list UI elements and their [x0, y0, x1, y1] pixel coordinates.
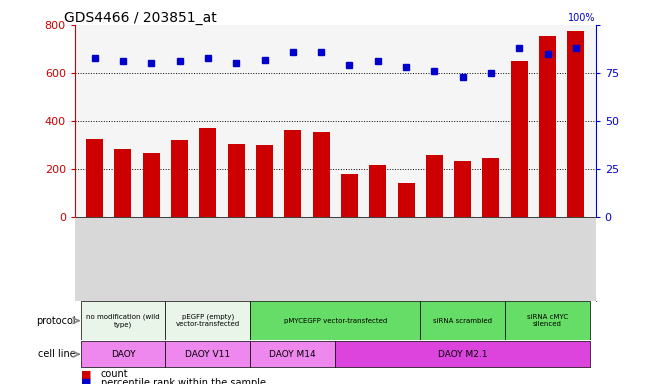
Text: DAOY V11: DAOY V11 — [186, 350, 230, 359]
Bar — [251, 341, 335, 367]
Text: DAOY: DAOY — [111, 350, 135, 359]
Bar — [539, 36, 556, 217]
Bar — [165, 341, 251, 367]
Bar — [81, 341, 165, 367]
Text: percentile rank within the sample: percentile rank within the sample — [101, 378, 266, 384]
Text: siRNA scrambled: siRNA scrambled — [433, 318, 492, 324]
Bar — [115, 149, 132, 217]
Bar — [335, 341, 590, 367]
Text: count: count — [101, 369, 128, 379]
Bar — [228, 144, 245, 217]
Text: GDS4466 / 203851_at: GDS4466 / 203851_at — [64, 11, 217, 25]
Bar — [312, 132, 329, 217]
Bar — [341, 174, 358, 217]
Bar — [199, 128, 216, 217]
Bar — [256, 145, 273, 217]
Bar — [86, 139, 103, 217]
Text: ■: ■ — [81, 369, 92, 379]
Bar — [454, 161, 471, 217]
Bar — [511, 61, 528, 217]
Text: ■: ■ — [81, 378, 92, 384]
Bar — [568, 31, 585, 217]
Bar — [420, 301, 505, 340]
Bar — [81, 301, 165, 340]
Bar — [505, 301, 590, 340]
Text: pMYCEGFP vector-transfected: pMYCEGFP vector-transfected — [284, 318, 387, 324]
Text: siRNA cMYC
silenced: siRNA cMYC silenced — [527, 314, 568, 327]
Bar — [251, 301, 420, 340]
Bar — [284, 130, 301, 217]
Text: protocol: protocol — [36, 316, 76, 326]
Bar — [426, 155, 443, 217]
Bar — [143, 153, 159, 217]
Text: DAOY M2.1: DAOY M2.1 — [438, 350, 488, 359]
Bar — [398, 183, 415, 217]
Text: 100%: 100% — [568, 13, 596, 23]
Text: no modification (wild
type): no modification (wild type) — [86, 314, 159, 328]
Text: DAOY M14: DAOY M14 — [270, 350, 316, 359]
Text: cell line: cell line — [38, 349, 76, 359]
Bar — [165, 301, 251, 340]
Bar — [369, 165, 386, 217]
Bar — [171, 140, 188, 217]
Text: pEGFP (empty)
vector-transfected: pEGFP (empty) vector-transfected — [176, 314, 240, 328]
Bar — [482, 159, 499, 217]
